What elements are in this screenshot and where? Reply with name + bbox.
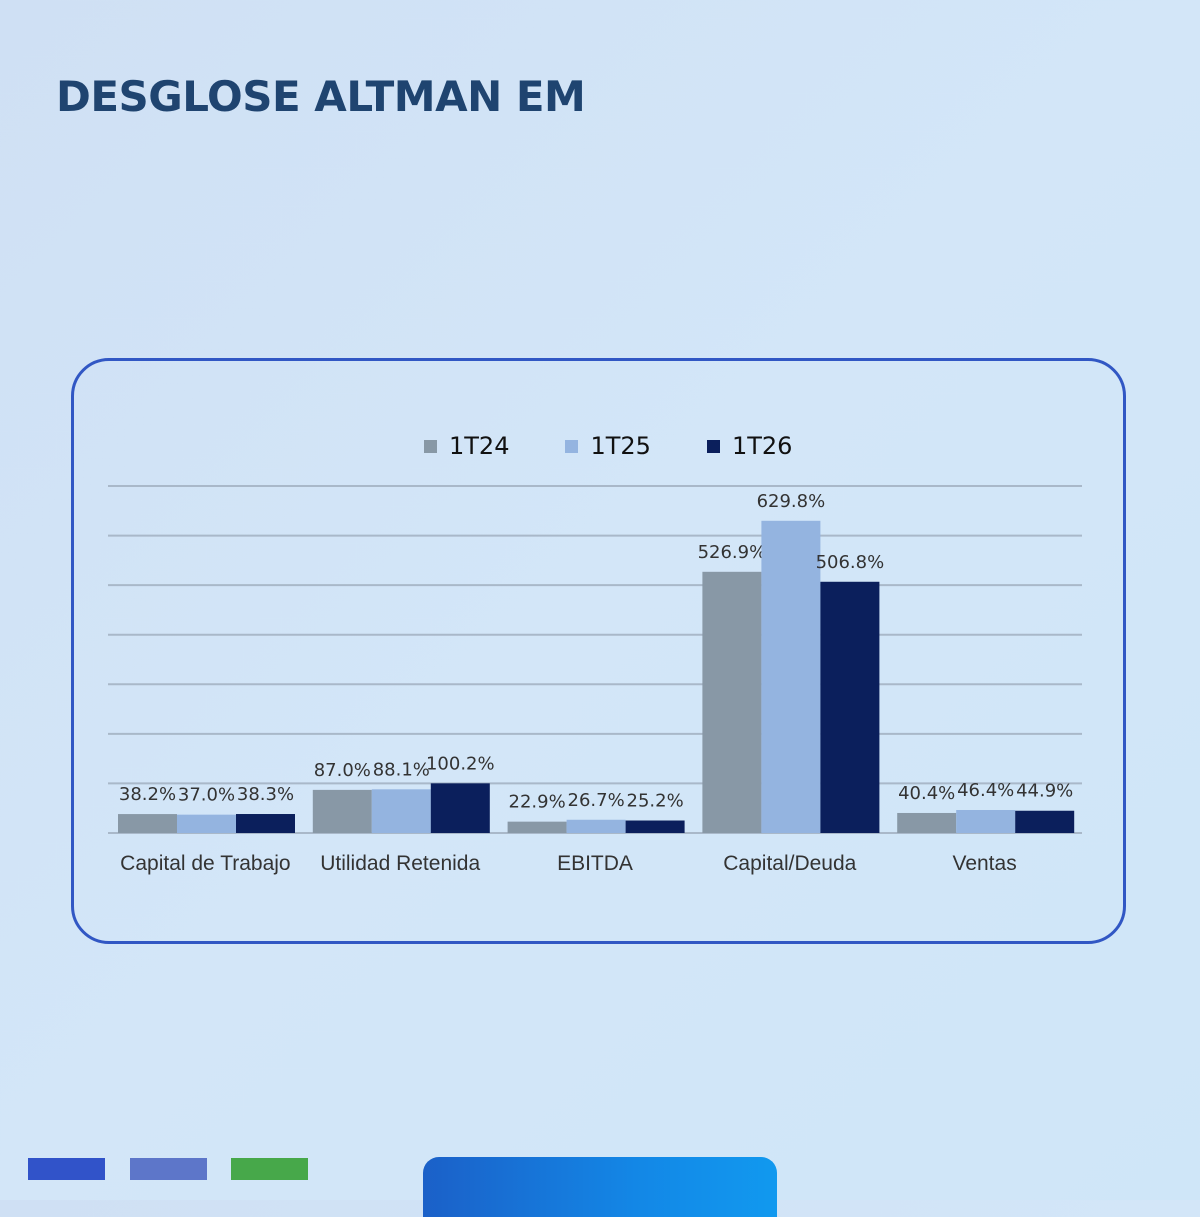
decor-bar-green <box>231 1158 308 1180</box>
decor-bar-periwinkle <box>130 1158 207 1180</box>
bar-1t25-1 <box>371 789 431 833</box>
category-label-3: Capital/Deuda <box>723 852 856 875</box>
data-label-1t24-0: 38.2% <box>119 784 176 805</box>
decor-bar-blue <box>28 1158 105 1180</box>
data-label-1t24-1: 87.0% <box>314 760 371 781</box>
data-label-1t25-2: 26.7% <box>568 790 625 811</box>
data-label-1t25-4: 46.4% <box>957 780 1014 801</box>
bar-1t24-1 <box>312 789 372 833</box>
legend-item-1t26: 1T26 <box>706 432 793 460</box>
data-label-1t25-0: 37.0% <box>178 785 235 806</box>
legend-item-1t25: 1T25 <box>565 432 651 460</box>
legend-swatch-1t25 <box>565 439 579 453</box>
bar-1t25-2 <box>566 819 626 833</box>
data-label-1t26-1: 100.2% <box>426 753 495 774</box>
data-label-1t25-1: 88.1% <box>373 759 430 780</box>
legend-item-1t24: 1T24 <box>424 432 509 460</box>
legend-label-1t24: 1T24 <box>449 432 510 460</box>
legend-swatch-1t26 <box>706 439 720 453</box>
bar-1t26-2 <box>625 820 685 833</box>
data-label-1t26-4: 44.9% <box>1016 781 1073 802</box>
data-label-1t26-2: 25.2% <box>627 791 684 812</box>
bar-1t26-4 <box>1015 810 1075 833</box>
data-label-1t24-3: 526.9% <box>698 542 767 563</box>
data-label-1t26-0: 38.3% <box>237 784 294 805</box>
bar-1t24-2 <box>507 821 567 833</box>
chart-card <box>71 358 1126 944</box>
bar-1t25-0 <box>177 814 236 833</box>
data-label-1t24-2: 22.9% <box>509 792 566 813</box>
page-title: DESGLOSE ALTMAN EM <box>56 72 586 121</box>
data-label-1t25-3: 629.8% <box>757 491 826 512</box>
category-label-0: Capital de Trabajo <box>120 852 290 875</box>
bar-1t26-3 <box>820 581 880 833</box>
data-label-1t26-3: 506.8% <box>816 552 885 573</box>
bar-1t26-0 <box>236 814 295 833</box>
bar-1t24-4 <box>897 812 957 833</box>
data-label-1t24-4: 40.4% <box>898 783 955 804</box>
category-label-2: EBITDA <box>557 852 633 875</box>
chart-legend: 1T24 1T25 1T26 <box>424 430 792 462</box>
category-label-1: Utilidad Retenida <box>320 852 480 875</box>
bar-1t24-3 <box>702 571 762 833</box>
bar-1t25-3 <box>761 520 821 833</box>
bar-1t26-1 <box>430 783 490 833</box>
legend-label-1t25: 1T25 <box>590 432 651 460</box>
bar-1t25-4 <box>956 809 1016 833</box>
legend-label-1t26: 1T26 <box>731 432 793 460</box>
category-label-4: Ventas <box>952 852 1016 875</box>
bar-1t24-0 <box>118 814 177 833</box>
bottom-tab <box>423 1157 777 1217</box>
legend-swatch-1t24 <box>424 439 437 453</box>
